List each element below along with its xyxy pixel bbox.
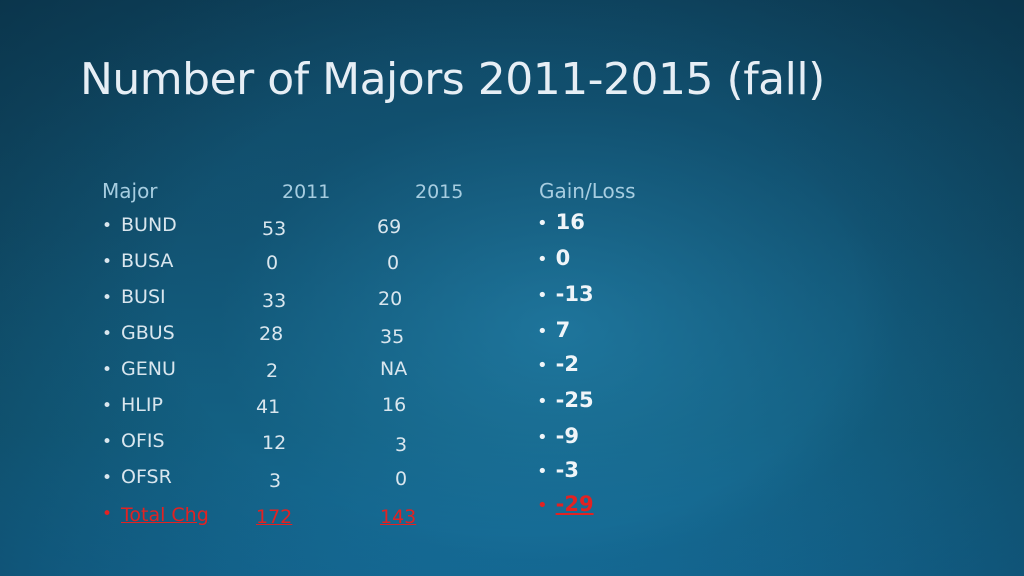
gain-value: 7: [555, 318, 571, 342]
value-2015-hlip: 16: [382, 394, 407, 416]
value-2011-busi: 33: [262, 290, 287, 312]
gain-value: -9: [555, 424, 579, 448]
bullet-icon: •: [537, 461, 548, 482]
gain-hlip: • -25: [537, 388, 594, 412]
total-2015: 143: [380, 506, 417, 528]
value-2011-bund: 53: [262, 218, 287, 240]
bullet-icon: •: [102, 432, 113, 452]
major-ofis: OFIS: [121, 430, 165, 452]
total-gain: • -29: [537, 492, 594, 516]
value-2011-gbus: 28: [259, 323, 284, 345]
major-hlip: HLIP: [121, 394, 163, 416]
gain-genu: • -2: [537, 352, 579, 376]
total-2011: 172: [256, 506, 293, 528]
gain-value: -3: [555, 458, 579, 482]
gain-value: -25: [555, 388, 594, 412]
header-2015: 2015: [415, 181, 464, 203]
total-label: Total Chg: [121, 504, 209, 526]
bullet-icon: •: [537, 285, 548, 306]
bullet-icon: •: [102, 288, 113, 308]
bullet-icon: •: [537, 495, 548, 516]
gain-busa: • 0: [537, 246, 570, 270]
value-2011-genu: 2: [266, 360, 279, 382]
value-2015-busi: 20: [378, 288, 403, 310]
gain-bund: • 16: [537, 210, 585, 234]
major-genu: GENU: [121, 358, 176, 380]
gain-value: -2: [555, 352, 579, 376]
header-major: Major: [102, 179, 158, 203]
bullet-icon: •: [537, 391, 548, 412]
gain-value: 16: [555, 210, 585, 234]
value-2015-gbus: 35: [380, 326, 405, 348]
gain-ofsr: • -3: [537, 458, 579, 482]
bullet-icon: •: [102, 468, 113, 488]
value-2011-ofis: 12: [262, 432, 287, 454]
value-2015-ofis: 3: [395, 434, 408, 456]
bullet-icon: •: [537, 427, 548, 448]
value-2015-busa: 0: [387, 252, 400, 274]
major-busi: BUSI: [121, 286, 166, 308]
bullet-icon: •: [102, 324, 113, 344]
major-ofsr: OFSR: [121, 466, 172, 488]
value-2015-genu: NA: [380, 358, 408, 380]
slide-title: Number of Majors 2011-2015 (fall): [80, 54, 825, 105]
value-2011-busa: 0: [266, 252, 279, 274]
gain-value: 0: [555, 246, 571, 270]
bullet-icon: •: [537, 355, 548, 376]
bullet-icon: •: [102, 216, 113, 236]
value-2015-bund: 69: [377, 216, 402, 238]
major-busa: BUSA: [121, 250, 174, 272]
bullet-icon: •: [102, 360, 113, 380]
gain-ofis: • -9: [537, 424, 579, 448]
bullet-icon: •: [537, 213, 548, 234]
value-2011-ofsr: 3: [269, 470, 282, 492]
bullet-icon: •: [102, 396, 113, 416]
header-2011: 2011: [282, 181, 331, 203]
bullet-icon: •: [537, 249, 548, 270]
gain-gbus: • 7: [537, 318, 570, 342]
header-gain-loss: Gain/Loss: [539, 179, 636, 203]
bullet-icon: •: [537, 321, 548, 342]
value-2011-hlip: 41: [256, 396, 281, 418]
major-bund: BUND: [121, 214, 177, 236]
bullet-icon: •: [102, 252, 113, 272]
value-2015-ofsr: 0: [395, 468, 408, 490]
total-gain-value: -29: [555, 492, 594, 516]
bullet-icon: •: [102, 504, 113, 524]
major-gbus: GBUS: [121, 322, 175, 344]
gain-value: -13: [555, 282, 594, 306]
gain-busi: • -13: [537, 282, 594, 306]
